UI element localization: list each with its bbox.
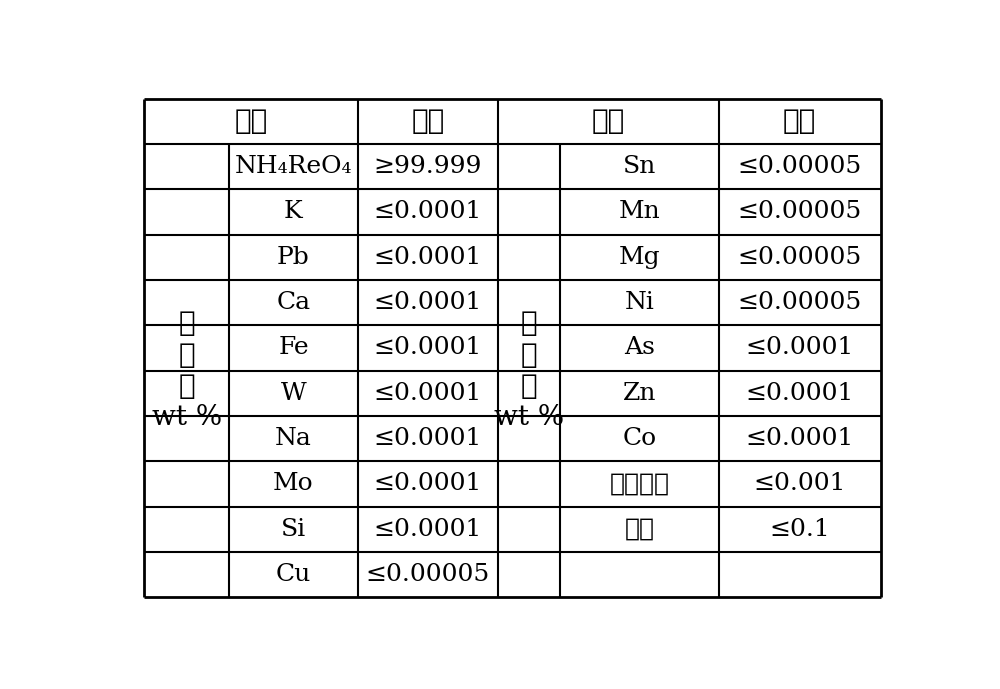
Text: ≤0.0001: ≤0.0001 bbox=[374, 200, 482, 223]
Text: ≤0.001: ≤0.001 bbox=[753, 473, 846, 495]
Text: ≤0.0001: ≤0.0001 bbox=[746, 336, 854, 360]
Text: 项目: 项目 bbox=[235, 107, 268, 135]
Text: Na: Na bbox=[275, 427, 312, 450]
Text: Pb: Pb bbox=[277, 246, 310, 269]
Text: 单
位
：
wt %: 单 位 ： wt % bbox=[152, 310, 222, 431]
Text: ≤0.00005: ≤0.00005 bbox=[738, 246, 862, 269]
Text: 标准: 标准 bbox=[783, 107, 816, 135]
Text: ≤0.0001: ≤0.0001 bbox=[374, 382, 482, 404]
Text: ≤0.00005: ≤0.00005 bbox=[738, 200, 862, 223]
Text: ≥99.999: ≥99.999 bbox=[374, 155, 482, 178]
Text: ≤0.0001: ≤0.0001 bbox=[374, 473, 482, 495]
Text: ≤0.0001: ≤0.0001 bbox=[374, 291, 482, 314]
Text: W: W bbox=[281, 382, 306, 404]
Text: 杂质总和: 杂质总和 bbox=[610, 473, 670, 495]
Text: 项目: 项目 bbox=[592, 107, 625, 135]
Text: Mg: Mg bbox=[619, 246, 660, 269]
Text: ≤0.0001: ≤0.0001 bbox=[374, 518, 482, 541]
Text: ≤0.0001: ≤0.0001 bbox=[374, 427, 482, 450]
Text: Zn: Zn bbox=[623, 382, 656, 404]
Text: Ca: Ca bbox=[276, 291, 311, 314]
Text: Fe: Fe bbox=[278, 336, 309, 360]
Text: ≤0.0001: ≤0.0001 bbox=[746, 427, 854, 450]
Text: K: K bbox=[284, 200, 303, 223]
Text: ≤0.00005: ≤0.00005 bbox=[366, 563, 490, 586]
Text: ≤0.0001: ≤0.0001 bbox=[374, 336, 482, 360]
Text: ≤0.0001: ≤0.0001 bbox=[746, 382, 854, 404]
Text: Si: Si bbox=[281, 518, 306, 541]
Text: Mn: Mn bbox=[619, 200, 660, 223]
Text: 标准: 标准 bbox=[411, 107, 444, 135]
Text: ≤0.0001: ≤0.0001 bbox=[374, 246, 482, 269]
Text: ≤0.00005: ≤0.00005 bbox=[738, 155, 862, 178]
Text: ≤0.1: ≤0.1 bbox=[769, 518, 830, 541]
Text: 水分: 水分 bbox=[625, 518, 655, 541]
Text: NH₄ReO₄: NH₄ReO₄ bbox=[235, 155, 352, 178]
Text: 单
位
：
wt %: 单 位 ： wt % bbox=[494, 310, 564, 431]
Text: Cu: Cu bbox=[276, 563, 311, 586]
Text: As: As bbox=[624, 336, 655, 360]
Text: Ni: Ni bbox=[625, 291, 654, 314]
Text: Co: Co bbox=[622, 427, 657, 450]
Text: Mo: Mo bbox=[273, 473, 314, 495]
Text: ≤0.00005: ≤0.00005 bbox=[738, 291, 862, 314]
Text: Sn: Sn bbox=[623, 155, 656, 178]
